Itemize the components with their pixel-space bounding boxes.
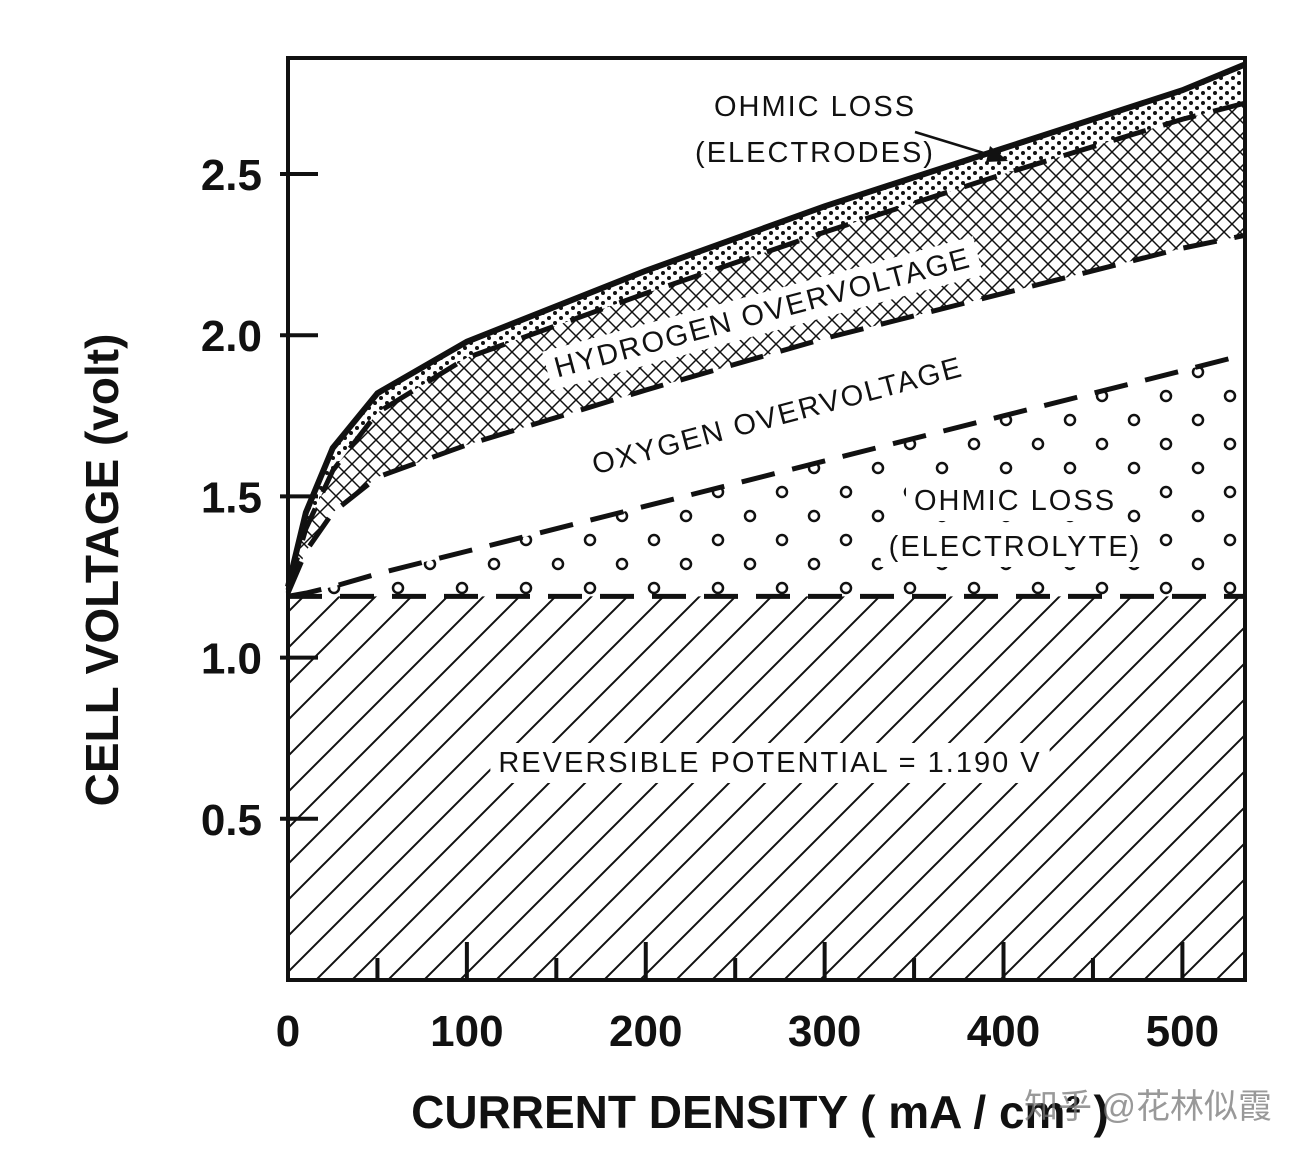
area-crosshatch [288,103,1245,594]
x-axis-title: CURRENT DENSITY ( mA / cm² ) [411,1086,1109,1138]
annotation: (ELECTRODES) [695,137,935,169]
annotation-bg [905,481,1125,521]
leader-arrow [914,130,1001,160]
annotation: REVERSIBLE POTENTIAL = 1.190 V [498,747,1041,779]
boundary-line [287,352,1246,599]
annotation-bg [490,743,1050,783]
boundary-line [285,61,1247,588]
x-tick-label: 300 [788,1007,861,1056]
plot-frame [286,56,1247,982]
annotation: OHMIC LOSS [914,485,1116,517]
annotation-group: (ELECTRODES) [695,137,935,169]
y-axis-title: CELL VOLTAGE (volt) [76,334,128,807]
y-tick-label: 1.5 [201,473,262,522]
y-tick-label: 2.5 [201,151,262,200]
area-hatch [288,596,1245,980]
annotation-bg [880,527,1150,567]
y-tick-label: 2.0 [201,312,262,361]
annotation-group: OHMIC LOSS [714,91,916,123]
y-tick-label: 0.5 [201,796,262,845]
annotation: OHMIC LOSS [714,91,916,123]
x-tick-label: 100 [430,1007,503,1056]
annotation-bg [542,236,984,391]
x-tick-label: 500 [1146,1007,1219,1056]
leader-arrowhead [986,146,1008,162]
annotation: (ELECTROLYTE) [889,531,1142,563]
x-tick-label: 200 [609,1007,682,1056]
annotation-bg [580,345,976,488]
y-tick-label: 1.0 [201,635,262,684]
area-dots [288,64,1245,590]
annotation-group: (ELECTROLYTE) [880,527,1150,567]
watermark: 知乎 @花林似霞 [1024,1088,1272,1126]
x-tick-label: 400 [967,1007,1040,1056]
annotation-group: OHMIC LOSS [905,481,1125,521]
x-tick-label: 0 [276,1007,300,1056]
annotation-group: REVERSIBLE POTENTIAL = 1.190 V [490,743,1050,783]
